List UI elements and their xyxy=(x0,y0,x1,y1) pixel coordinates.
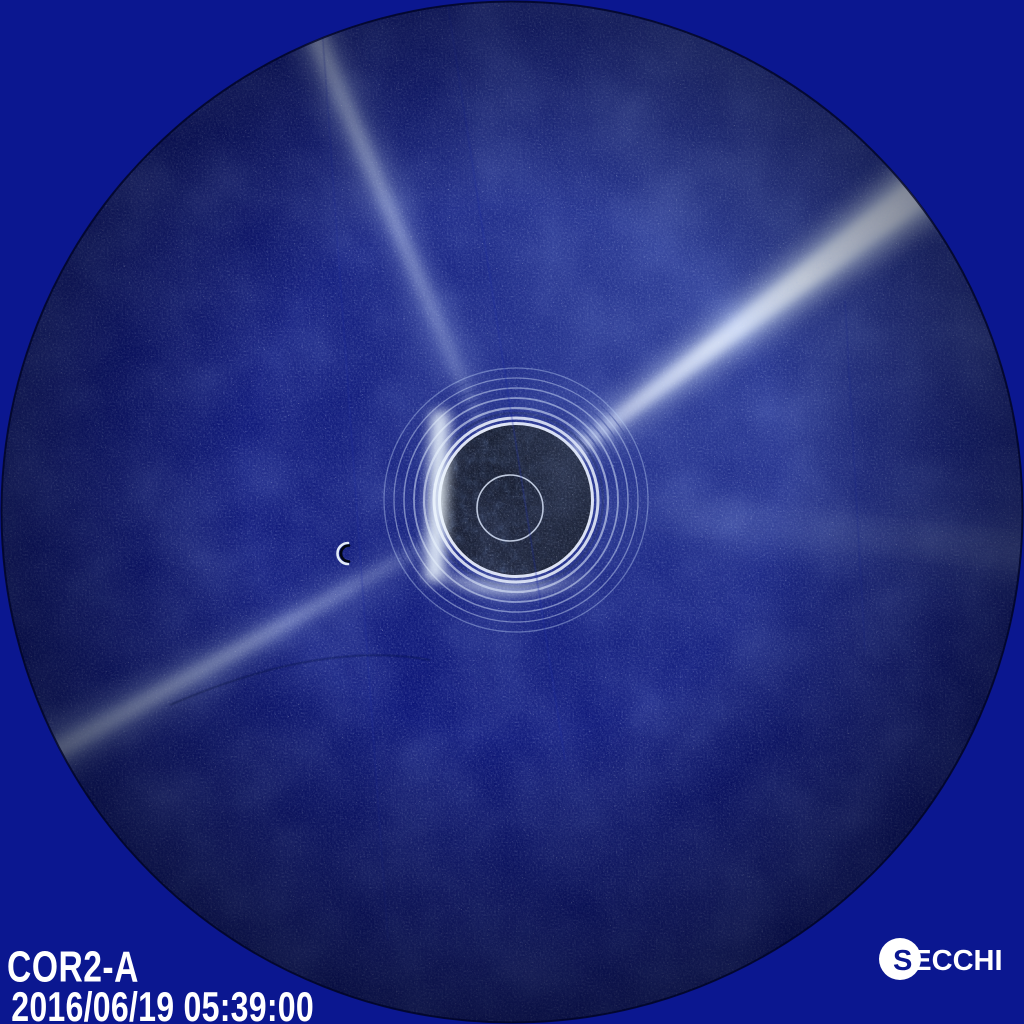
svg-text:2016/06/19 05:39:00: 2016/06/19 05:39:00 xyxy=(11,991,314,1024)
svg-text:S: S xyxy=(893,945,912,977)
svg-text:ECCHI: ECCHI xyxy=(912,945,1002,977)
svg-text:COR2-A: COR2-A xyxy=(7,950,139,988)
